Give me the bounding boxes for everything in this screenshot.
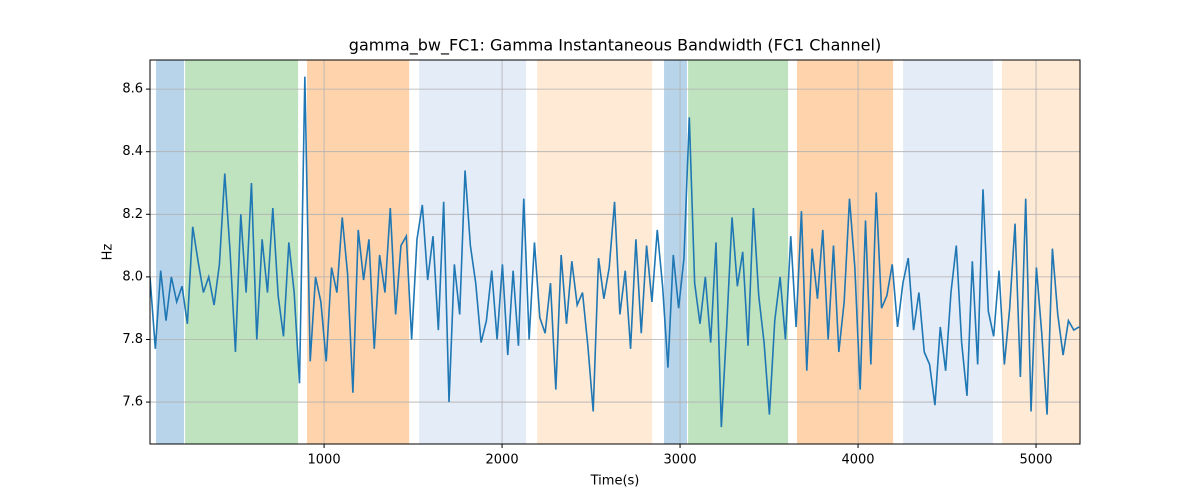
shaded-span bbox=[903, 60, 993, 444]
plot-frame bbox=[149, 59, 1081, 445]
y-axis-label: Hz bbox=[101, 244, 116, 261]
y-tick-label: 8.6 bbox=[122, 82, 143, 97]
y-tick-label: 8.0 bbox=[122, 269, 143, 284]
x-tick-label: 3000 bbox=[664, 453, 697, 468]
x-tick-label: 5000 bbox=[1019, 453, 1052, 468]
y-tick-label: 8.2 bbox=[122, 207, 143, 222]
x-tick-label: 4000 bbox=[841, 453, 874, 468]
shaded-span bbox=[419, 60, 527, 444]
y-tick-label: 7.6 bbox=[122, 395, 143, 410]
x-axis-label: Time(s) bbox=[590, 474, 640, 489]
chart-title: gamma_bw_FC1: Gamma Instantaneous Bandwi… bbox=[349, 36, 881, 56]
y-tick-label: 7.8 bbox=[122, 332, 143, 347]
shaded-span bbox=[1002, 60, 1080, 444]
x-tick-label: 2000 bbox=[486, 453, 519, 468]
shaded-span bbox=[664, 60, 687, 444]
y-tick-label: 8.4 bbox=[122, 144, 143, 159]
data-line bbox=[150, 76, 1080, 428]
shaded-span bbox=[156, 60, 184, 444]
x-tick-label: 1000 bbox=[308, 453, 341, 468]
shaded-span bbox=[185, 60, 299, 444]
shaded-span bbox=[688, 60, 789, 444]
